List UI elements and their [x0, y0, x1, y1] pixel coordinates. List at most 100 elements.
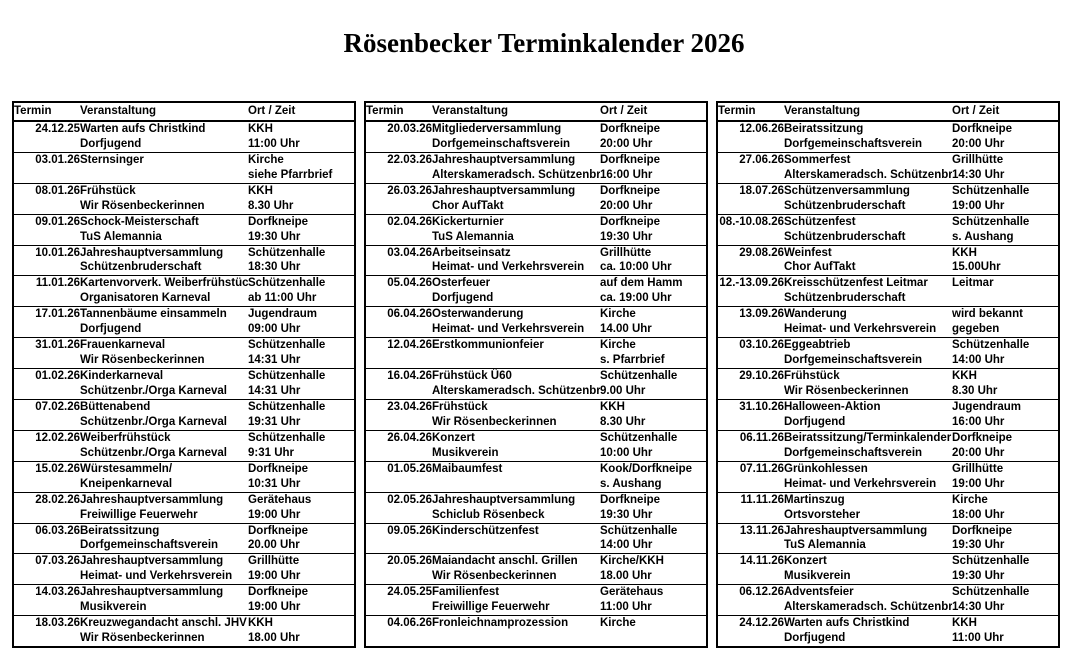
column-header-termin: Termin [14, 103, 80, 122]
cell-ort-zeit: Kirche s. Pfarrbrief [600, 337, 706, 369]
entry-time: 16:00 Uhr [952, 415, 1005, 428]
entry-time: 19:30 Uhr [600, 230, 653, 243]
cell-termin: 07.03.26 [14, 553, 80, 585]
table-row: 18.07.26 Schützenversammlung Schützenbrude… [718, 182, 1058, 215]
table-row: 28.02.26 Jahreshauptversammlung Freiwillig… [14, 491, 354, 524]
entry-date: 24.12.26 [739, 617, 784, 630]
entry-date-spacer [366, 600, 432, 615]
cell-ort-zeit: Dorfkneipe 19:30 Uhr [600, 213, 706, 246]
entry-event: Schützenfest [784, 215, 856, 228]
cell-veranstaltung: Kartenvorverk. Weiberfrühstück Organisato… [80, 275, 248, 307]
entry-date-spacer [718, 260, 784, 275]
entry-date: 31.10.26 [739, 401, 784, 414]
cell-ort-zeit: Grillhütte 14:30 Uhr [952, 151, 1058, 184]
entry-place: KKH [600, 401, 625, 414]
cell-ort-zeit: KKH 11:00 Uhr [248, 121, 354, 152]
cell-veranstaltung: Schützenfest Schützenbruderschaft [784, 213, 952, 246]
entry-time: s. Pfarrbrief [600, 354, 665, 367]
entry-time: 14:31 Uhr [248, 354, 301, 367]
entry-place: Jugendraum [248, 308, 318, 321]
cell-veranstaltung: Konzert Musikverein [784, 553, 952, 585]
entry-organizer [80, 168, 248, 183]
entry-event: Jahreshauptversammlung [432, 153, 576, 166]
entry-date-spacer [366, 569, 432, 584]
column-header-termin: Termin [718, 103, 784, 122]
entry-organizer: Schützenbruderschaft [784, 292, 906, 305]
table-row: 01.05.26 Maibaumfest Kook/Dorfkneipe s. Aus… [366, 460, 706, 493]
entry-date: 11.01.26 [35, 277, 80, 290]
entry-date-spacer [14, 569, 80, 584]
entry-time: gegeben [952, 323, 1000, 336]
entry-time: 19:00 Uhr [248, 601, 301, 614]
cell-termin: 01.05.26 [366, 460, 432, 493]
cell-ort-zeit: Kirche siehe Pfarrbrief [248, 151, 354, 184]
entry-time: 14:30 Uhr [952, 601, 1005, 614]
table-row: 02.05.26 Jahreshauptversammlung Schiclub R… [366, 491, 706, 524]
calendar-column: Termin Veranstaltung Ort / Zeit 12.06.26 Bei… [716, 101, 1060, 648]
entry-time: ab 11:00 Uhr [248, 292, 317, 305]
entry-event: Tannenbäume einsammeln [80, 308, 227, 321]
entry-date-spacer [14, 446, 80, 461]
entry-organizer: Wir Rösenbeckerinnen [432, 570, 557, 583]
cell-termin: 23.04.26 [366, 399, 432, 431]
entry-organizer: Chor AufTakt [784, 261, 856, 274]
entry-event: Fronleichnamprozession [432, 617, 569, 630]
entry-date-spacer [718, 353, 784, 368]
entry-organizer [432, 538, 600, 553]
cell-veranstaltung: Beiratssitzung/Terminkalender Dorfgemeins… [784, 429, 952, 462]
cell-veranstaltung: Familienfest Freiwillige Feuerwehr [432, 584, 600, 616]
cell-termin: 03.10.26 [718, 337, 784, 369]
entry-event: Martinszug [784, 493, 845, 506]
entry-date-spacer [718, 230, 784, 245]
entry-date: 23.04.26 [387, 401, 432, 414]
entry-time: 19:30 Uhr [952, 539, 1005, 552]
entry-organizer: Schützenbruderschaft [784, 230, 906, 243]
entry-place: Kirche [952, 493, 988, 506]
cell-ort-zeit: Schützenhalle ab 11:00 Uhr [248, 275, 354, 307]
entry-event: Eggeabtrieb [784, 339, 851, 352]
entry-event: Maiandacht anschl. Grillen [432, 555, 578, 568]
entry-date-spacer [14, 230, 80, 245]
entry-date-spacer [14, 168, 80, 183]
cell-termin: 11.11.26 [718, 491, 784, 524]
cell-termin: 06.11.26 [718, 429, 784, 462]
entry-event: Jahreshauptversammlung [80, 586, 224, 599]
cell-veranstaltung: Jahreshauptversammlung Chor AufTakt [432, 182, 600, 215]
entry-place: Kirche [600, 339, 636, 352]
table-row: 11.11.26 Martinszug Ortsvorsteher Kirche 18:… [718, 491, 1058, 524]
entry-date-spacer [718, 415, 784, 430]
cell-termin: 09.05.26 [366, 522, 432, 554]
entry-organizer: Wir Rösenbeckerinnen [80, 354, 205, 367]
entry-date-spacer [14, 260, 80, 275]
cell-veranstaltung: Kinderschützenfest [432, 522, 600, 554]
table-row: 12.02.26 Weiberfrühstück Schützenbr./Orga … [14, 429, 354, 462]
column-header-ort-zeit: Ort / Zeit [248, 103, 354, 122]
entry-place: KKH [952, 246, 977, 259]
cell-veranstaltung: Würstesammeln/Kneipenkarneval [80, 460, 248, 493]
cell-veranstaltung: Schock-Meisterschaft TuS Alemannia [80, 213, 248, 246]
entry-date-spacer [366, 168, 432, 183]
entry-event: Kinderschützenfest [432, 524, 539, 537]
cell-ort-zeit: Dorfkneipe 19:30 Uhr [600, 491, 706, 524]
entry-event: Kreuzwegandacht anschl. JHV [80, 617, 247, 630]
cell-ort-zeit: Kook/Dorfkneipe s. Aushang [600, 460, 706, 493]
entry-date-spacer [366, 508, 432, 523]
entry-event: Jahreshauptversammlung [432, 184, 576, 197]
entry-date: 17.01.26 [35, 308, 80, 321]
cell-termin: 26.04.26 [366, 429, 432, 462]
entry-time: 20:00 Uhr [952, 137, 1005, 150]
cell-ort-zeit: Schützenhalle 14:31 Uhr [248, 368, 354, 400]
entry-date-spacer [366, 291, 432, 306]
entry-date: 13.09.26 [739, 308, 784, 321]
table-row: 12.04.26 Erstkommunionfeier Kirche s. Pfarr… [366, 337, 706, 369]
entry-date-spacer [366, 260, 432, 275]
entry-event: Weiberfrühstück [80, 431, 171, 444]
entry-place: Kirche [600, 617, 636, 630]
cell-ort-zeit: Schützenhalle 9.00 Uhr [600, 368, 706, 400]
table-row: 13.11.26 Jahreshauptversammlung TuS Aleman… [718, 522, 1058, 554]
cell-veranstaltung: Kreisschützenfest Leitmar Schützenbruders… [784, 275, 952, 307]
table-row: 29.08.26 Weinfest Chor AufTakt KKH 15.00Uhr [718, 244, 1058, 276]
cell-veranstaltung: Grünkohlessen Heimat- und Verkehrsverein [784, 460, 952, 493]
entry-event: Beiratssitzung/Terminkalender [784, 431, 952, 444]
entry-place: Dorfkneipe [952, 123, 1013, 135]
